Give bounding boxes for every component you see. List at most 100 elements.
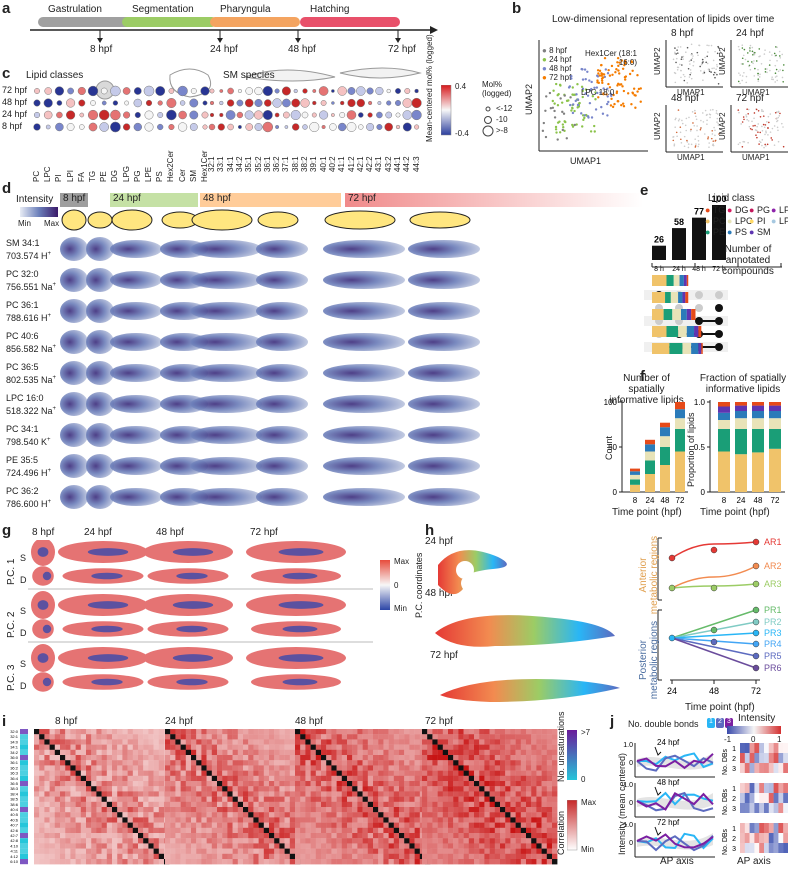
pr-label: PR3: [764, 628, 782, 638]
msi-image: [110, 426, 162, 444]
msi-image: [86, 361, 114, 385]
pc-label: P.C. 1: [6, 558, 17, 586]
umap-point: [636, 90, 639, 93]
msi-image: [408, 364, 480, 382]
umap-point: [555, 131, 558, 134]
heat-cell: [759, 753, 765, 763]
h-xtick: 72: [751, 686, 761, 695]
umap-point: [551, 106, 555, 110]
lipid-class-legend-item: ● LPI: [771, 216, 788, 226]
msi-image: [60, 237, 88, 261]
msi-image: [190, 457, 262, 475]
heat-row-label: 1: [732, 746, 736, 753]
f-xtick: 48: [754, 496, 763, 505]
corr-time-header: 48 hpf: [295, 716, 323, 727]
corr-row-label: 42:6: [10, 828, 19, 833]
heat-cell: [783, 763, 788, 773]
dotplot-sm-label: 39:1: [309, 156, 319, 172]
upset-bar-label: 100: [711, 195, 726, 204]
dotplot-class-label: PS: [155, 171, 165, 182]
count-bar-seg: [660, 427, 670, 437]
umap-small-title: 24 hpf: [736, 28, 764, 39]
msi-image: [408, 488, 480, 506]
heat-row-label: 1: [732, 826, 736, 833]
umap-point: [598, 69, 602, 73]
umap-point: [558, 83, 562, 87]
umap-point: [597, 96, 600, 99]
j-ytick: 1.0: [623, 742, 633, 749]
heat-cell: [744, 833, 750, 843]
heat-cell: [744, 743, 750, 753]
heat-cell: [783, 743, 788, 753]
pc-cbar-max: Max: [394, 557, 410, 566]
umap-point: [583, 68, 587, 71]
dot: [375, 86, 384, 96]
dot: [56, 100, 63, 106]
heat-cell: [778, 843, 784, 853]
unsat-bar: [20, 781, 28, 787]
msi-image: [110, 302, 162, 320]
heat-cell: [768, 823, 774, 833]
f-xtick: 72: [676, 496, 685, 505]
f-ytick: 0: [701, 488, 706, 497]
heat-cell: [754, 743, 760, 753]
f-ytick: 100: [604, 398, 618, 407]
dot: [395, 124, 401, 130]
umap-point: [576, 83, 579, 86]
heat-cell: [764, 823, 769, 833]
count-bar-seg: [645, 439, 655, 445]
unsat-bar: [20, 807, 28, 813]
db-profile-line: [636, 791, 714, 812]
unsat-bar: [20, 812, 28, 818]
dot: [189, 110, 199, 120]
stage-bar: [122, 17, 217, 27]
dot: [190, 88, 197, 94]
heat-cell: [768, 753, 774, 763]
heat-ylabel: No. DBs: [722, 788, 729, 815]
fraction-bar-seg: [718, 420, 730, 429]
heat-cell: [764, 793, 769, 803]
stack-seg: [679, 275, 684, 286]
umap-point: [611, 105, 615, 109]
dot: [346, 110, 357, 120]
dot: [264, 99, 272, 107]
umap-point: [620, 103, 623, 107]
umap-point: [542, 121, 546, 125]
colorbar-max: 0.4: [455, 82, 467, 91]
corr-cbar-min: Min: [581, 845, 594, 854]
heat-cell: [749, 743, 755, 753]
msi-image: [60, 454, 88, 478]
unsat-bar: [20, 770, 28, 776]
unsat-bar: [20, 796, 28, 802]
corr-row-label: 38:3: [10, 786, 19, 791]
umap-point: [587, 116, 590, 119]
pr-line: [671, 632, 757, 639]
pc-label: P.C. 2: [6, 611, 17, 639]
upset-x-label: 48 h: [692, 266, 706, 273]
unsat-bar: [20, 749, 28, 755]
corr-row-label: 36:2: [10, 765, 19, 770]
legend-text: DG: [734, 205, 749, 215]
dot: [157, 100, 163, 106]
dot: [320, 100, 327, 106]
msi-image: [60, 330, 88, 354]
size-legend-dot: [485, 106, 491, 112]
umap-point: [623, 63, 626, 67]
heat-cell: [759, 783, 765, 793]
msi-time-header: 24 hpf: [110, 193, 198, 207]
pc-cbar-zero: 0: [394, 581, 399, 590]
corr-row-label: 40:5: [10, 812, 19, 817]
msi-image: [323, 457, 405, 475]
umap-point: [565, 137, 568, 140]
umap-point: [549, 107, 553, 110]
dot: [292, 123, 300, 131]
msi-image: [86, 237, 114, 261]
dot: [225, 110, 236, 120]
count-bar-seg: [675, 409, 685, 419]
umap-small-title: 8 hpf: [671, 28, 694, 39]
heat-cell: [744, 753, 750, 763]
size-legend-label: >-8: [496, 126, 508, 135]
dotplot-sm-label: 44:1: [393, 156, 402, 172]
umap-point: [630, 60, 634, 64]
count-bar-seg: [645, 474, 655, 492]
